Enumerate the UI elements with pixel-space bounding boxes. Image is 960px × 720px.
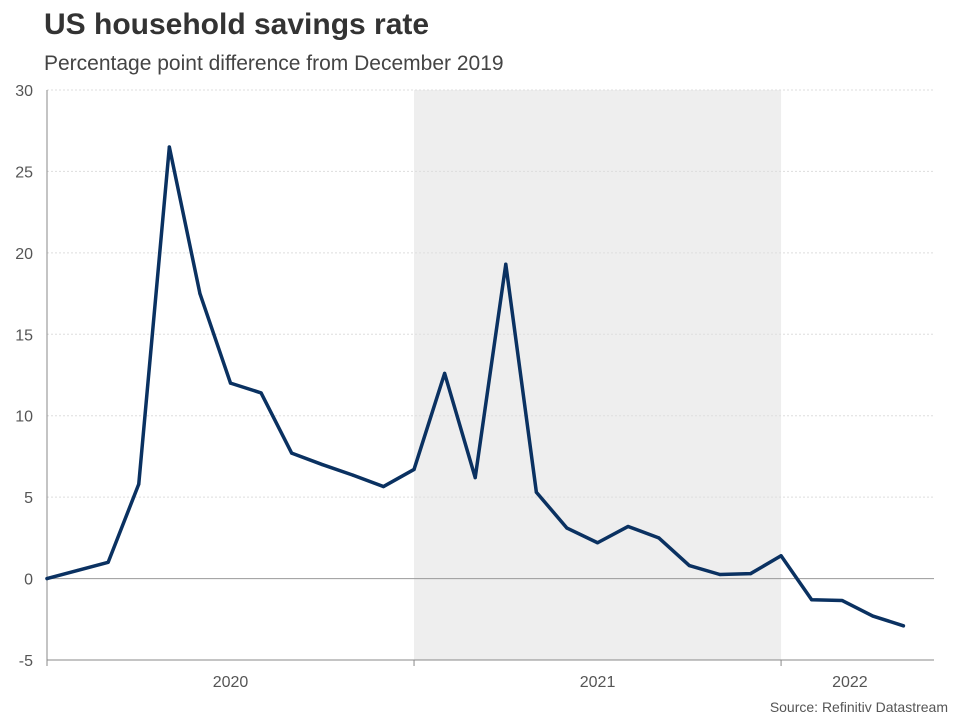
data-point xyxy=(259,391,263,395)
data-point xyxy=(871,614,875,618)
data-point xyxy=(810,598,814,602)
data-point xyxy=(779,554,783,558)
shaded-period xyxy=(414,90,782,660)
source-note: Source: Refinitiv Datastream xyxy=(769,699,948,715)
data-point xyxy=(75,568,80,573)
data-point xyxy=(565,526,569,530)
data-point xyxy=(106,560,110,564)
data-point xyxy=(748,572,753,576)
data-point xyxy=(228,381,233,385)
y-tick-label: 30 xyxy=(15,83,33,100)
data-point xyxy=(381,484,386,489)
chart-subtitle: Percentage point difference from Decembe… xyxy=(44,52,504,75)
data-point xyxy=(198,291,202,296)
data-point xyxy=(534,490,538,494)
data-point xyxy=(901,624,906,628)
y-axis-ticks: -5 0 5 10 15 20 25 30 xyxy=(15,83,33,670)
data-point xyxy=(595,541,600,545)
data-point xyxy=(718,572,722,577)
y-tick-label: 10 xyxy=(15,409,33,426)
x-tick-label: 2022 xyxy=(832,674,868,691)
data-point xyxy=(473,476,477,480)
y-tick-label: 25 xyxy=(15,164,33,181)
y-tick-label: -5 xyxy=(19,653,33,670)
data-point xyxy=(657,536,661,540)
data-point xyxy=(626,524,630,529)
data-point xyxy=(290,451,294,455)
data-point xyxy=(412,467,416,472)
data-point xyxy=(167,145,171,149)
data-point xyxy=(351,473,355,477)
data-point xyxy=(840,598,844,603)
data-point xyxy=(45,576,49,581)
data-point xyxy=(320,462,324,467)
series-group xyxy=(45,145,906,628)
data-point xyxy=(687,563,691,568)
x-axis-ticks: 2020 2021 2022 xyxy=(46,660,868,691)
chart-title: US household savings rate xyxy=(44,8,430,41)
y-tick-label: 20 xyxy=(15,246,33,263)
data-point xyxy=(504,262,508,266)
y-tick-label: 5 xyxy=(24,490,33,507)
data-point xyxy=(137,482,141,486)
y-tick-label: 15 xyxy=(15,327,33,344)
y-tick-label: 0 xyxy=(24,572,33,589)
data-point xyxy=(443,371,447,375)
x-tick-label: 2021 xyxy=(580,674,616,691)
x-tick-label: 2020 xyxy=(213,674,249,691)
